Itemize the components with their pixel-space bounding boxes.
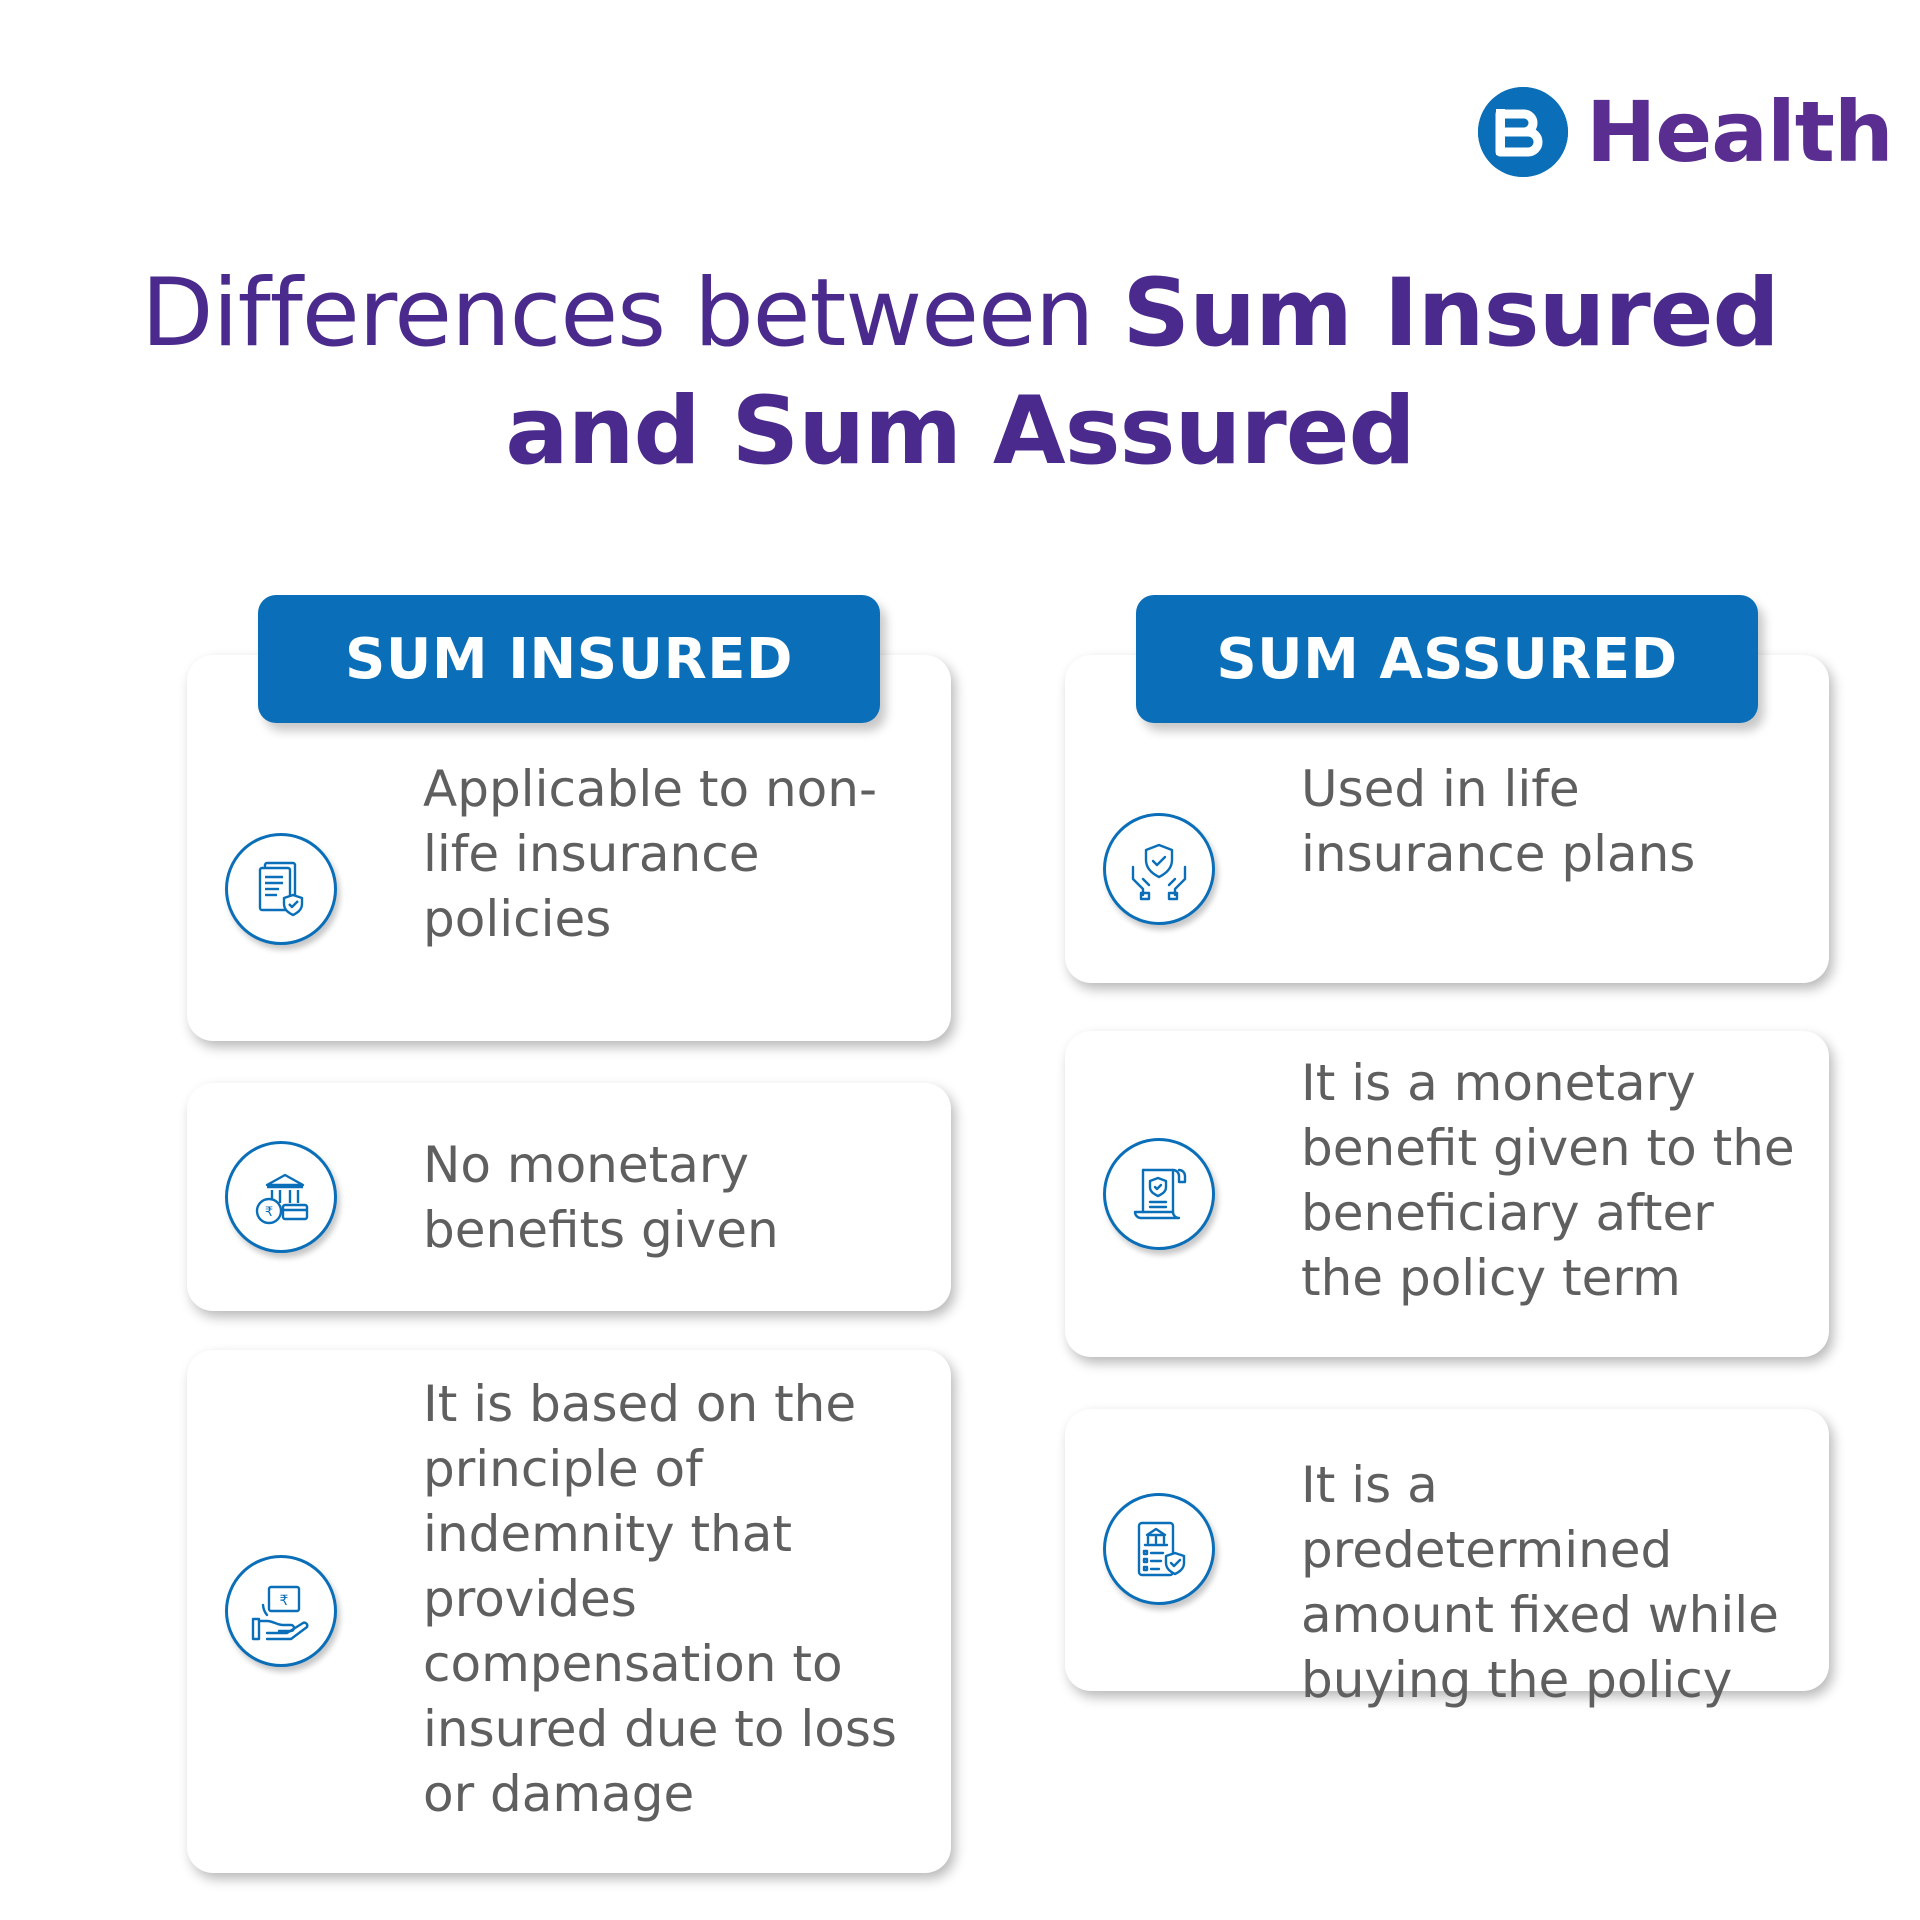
sum-insured-text-1: Applicable to non-life insurance policie… [423,760,877,948]
page-title: Differences between Sum Insured and Sum … [0,255,1920,491]
title-part1: Differences between [141,259,1123,368]
sum-insured-card-2: ₹ No monetary benefits given [187,1083,951,1311]
sum-insured-text-3: It is based on the principle of indemnit… [423,1375,897,1823]
documents-shield-icon [225,833,337,945]
bank-coin-card-icon: ₹ [225,1141,337,1253]
hand-rupee-note-icon: ₹ [225,1555,337,1667]
brand-logo: Health [1478,82,1894,182]
sum-assured-card-3: It is a predetermined amount fixed while… [1065,1409,1829,1709]
title-part2: Sum Insured [1122,259,1779,368]
bank-checklist-icon [1103,1493,1215,1605]
title-part3: and Sum Assured [505,377,1416,486]
sum-insured-card-3: ₹ It is based on the principle of indemn… [187,1350,951,1873]
sum-insured-header: SUM INSURED [258,595,880,723]
sum-assured-text-2: It is a monetary benefit given to the be… [1301,1054,1795,1307]
policy-scroll-icon [1103,1138,1215,1250]
svg-text:₹: ₹ [265,1205,273,1220]
sum-assured-text-1: Used in life insurance plans [1301,760,1696,883]
sum-assured-header: SUM ASSURED [1136,595,1758,723]
hands-shield-icon [1103,813,1215,925]
brand-logo-mark-icon [1478,87,1568,177]
brand-name: Health [1586,83,1894,181]
sum-assured-card-2: It is a monetary benefit given to the be… [1065,1031,1829,1357]
sum-assured-text-3: It is a predetermined amount fixed while… [1301,1456,1779,1709]
sum-insured-text-2: No monetary benefits given [423,1136,779,1259]
svg-text:₹: ₹ [280,1593,289,1609]
